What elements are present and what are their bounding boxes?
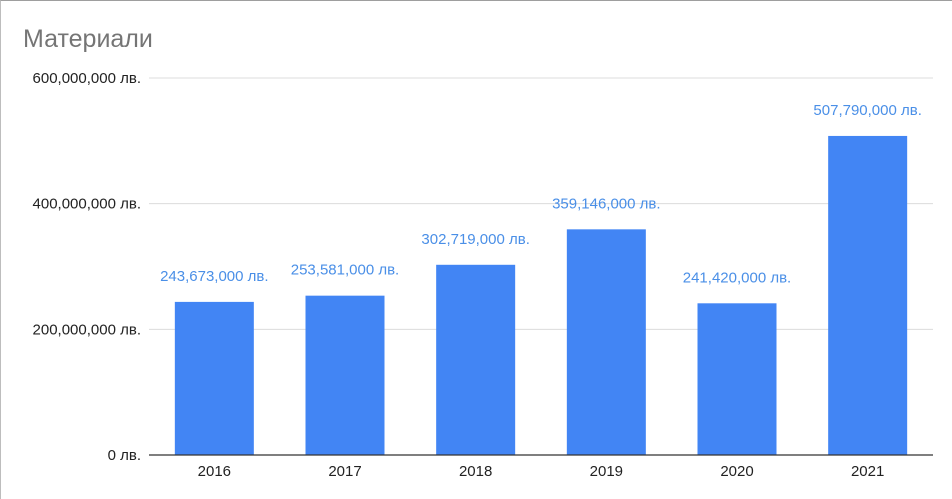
bar xyxy=(436,264,516,455)
y-tick-label: 200,000,000 лв. xyxy=(33,321,141,338)
x-tick-label: 2020 xyxy=(720,463,753,480)
y-tick-label: 400,000,000 лв. xyxy=(33,196,141,213)
bar xyxy=(828,135,908,456)
bar xyxy=(305,295,385,455)
data-label: 243,673,000 лв. xyxy=(160,268,268,285)
x-tick-label: 2017 xyxy=(328,463,361,480)
data-label: 507,790,000 лв. xyxy=(813,102,921,119)
data-label: 253,581,000 лв. xyxy=(291,262,399,279)
x-tick-label: 2018 xyxy=(459,463,492,480)
bar xyxy=(697,303,777,455)
data-label: 241,420,000 лв. xyxy=(683,269,791,286)
y-tick-label: 600,000,000 лв. xyxy=(33,70,141,87)
x-tick-label: 2019 xyxy=(590,463,623,480)
data-label: 359,146,000 лв. xyxy=(552,195,660,212)
chart-title: Материали xyxy=(23,25,153,53)
x-tick-label: 2016 xyxy=(198,463,231,480)
bar xyxy=(174,301,254,455)
data-label: 302,719,000 лв. xyxy=(421,231,529,248)
y-tick-label: 0 лв. xyxy=(108,447,141,464)
x-tick-label: 2021 xyxy=(851,463,884,480)
bar xyxy=(566,229,646,455)
